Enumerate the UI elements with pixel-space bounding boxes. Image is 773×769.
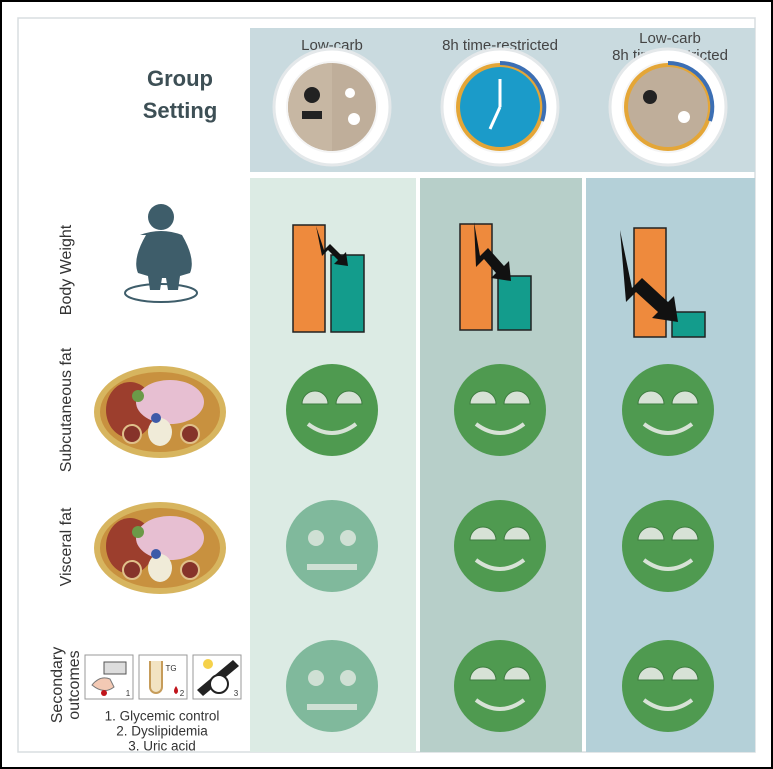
icon-label: TG — [165, 664, 176, 673]
neutral-face — [286, 500, 378, 592]
decrease-arrows — [316, 222, 678, 322]
happy-face — [620, 638, 716, 734]
happy-face — [620, 498, 716, 594]
row-label: Subcutaneous fat — [58, 347, 75, 472]
ct-scan-subcutaneous — [93, 365, 227, 459]
happy-face — [452, 638, 548, 734]
secondary-icons — [84, 654, 242, 700]
icon-label: 1 — [126, 689, 131, 698]
column-header: 8h time-restricted — [442, 37, 558, 54]
row-label: Secondary — [49, 647, 66, 724]
plate-icon — [272, 47, 392, 167]
icon-label: 3 — [234, 689, 239, 698]
happy-face — [284, 362, 380, 458]
ct-scan-visceral — [93, 501, 227, 595]
clock-icon — [440, 47, 560, 167]
happy-face — [452, 362, 548, 458]
outcome-item: 3. Uric acid — [128, 739, 196, 754]
person-on-scale-icon — [124, 204, 198, 303]
group-setting: Setting — [143, 98, 218, 123]
neutral-face — [286, 640, 378, 732]
row-label: Body Weight — [58, 224, 75, 315]
column-header: Low-carb — [639, 30, 701, 47]
group-setting: Group — [147, 66, 213, 91]
row-label: outcomes — [66, 650, 83, 719]
outcome-item: 1. Glycemic control — [105, 709, 220, 724]
outcome-item: 2. Dyslipidemia — [116, 724, 208, 739]
clock-plate-icon — [608, 47, 728, 167]
happy-face — [452, 498, 548, 594]
icon-label: 2 — [180, 689, 185, 698]
happy-face — [620, 362, 716, 458]
row-label: Visceral fat — [58, 507, 75, 586]
